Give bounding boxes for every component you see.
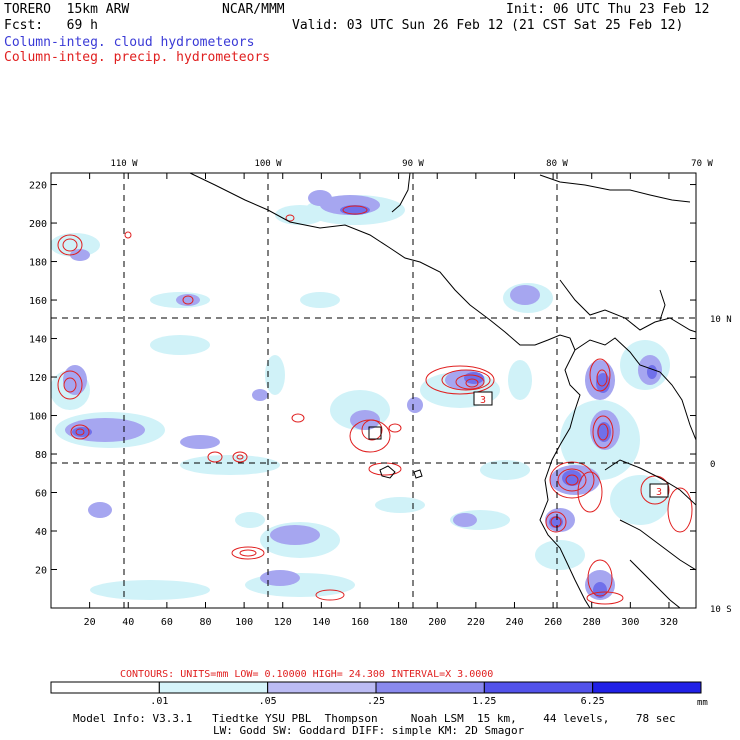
colorbar-label: .25 — [367, 696, 385, 707]
y-tick-label: 200 — [29, 219, 47, 230]
x-tick-label: 160 — [351, 617, 369, 628]
x-tick-label: 40 — [122, 617, 134, 628]
max-value-label: 3 — [480, 395, 486, 406]
x-tick-label: 180 — [390, 617, 408, 628]
x-tick-label: 300 — [621, 617, 639, 628]
lat-lon-grid — [51, 173, 696, 608]
y-tick-label: 120 — [29, 373, 47, 384]
y-tick-label: 100 — [29, 412, 47, 423]
lat-label: 10 S — [710, 605, 732, 615]
x-tick-label: 220 — [467, 617, 485, 628]
x-axis-ticks: 20 40 60 80 100 120 140 160 180 200 220 240 260 280 30… — [84, 173, 678, 628]
x-tick-label: 140 — [312, 617, 330, 628]
lon-label: 100 W — [254, 159, 282, 169]
x-tick-label: 120 — [274, 617, 292, 628]
init-time: Init: 06 UTC Thu 23 Feb 12 — [506, 2, 710, 17]
lon-label: 110 W — [110, 159, 138, 169]
x-tick-label: 240 — [505, 617, 523, 628]
colorbar: .01 .05 .25 1.25 6.25 — [50, 681, 702, 707]
cloud-field-label: Column-integ. cloud hydrometeors — [4, 35, 255, 50]
max-value-label: 3 — [656, 487, 662, 498]
lon-label: 70 W — [691, 159, 713, 169]
colorbar-label: 6.25 — [581, 696, 605, 707]
colorbar-unit: mm — [697, 698, 708, 708]
y-tick-label: 220 — [29, 181, 47, 192]
lat-label: 10 N — [710, 315, 732, 325]
cloud-shading — [51, 190, 670, 600]
model-physics: LW: Godd SW: Goddard DIFF: simple KM: 2D… — [213, 724, 525, 737]
colorbar-swatch — [50, 681, 160, 694]
x-tick-label: 20 — [84, 617, 96, 628]
x-tick-label: 320 — [660, 617, 678, 628]
colorbar-label: 1.25 — [472, 696, 496, 707]
x-tick-label: 60 — [161, 617, 173, 628]
valid-time: Valid: 03 UTC Sun 26 Feb 12 (21 CST Sat … — [292, 18, 684, 33]
center-label: NCAR/MMM — [222, 2, 285, 17]
y-tick-label: 40 — [35, 527, 47, 538]
map-frame — [50, 172, 697, 609]
coastlines — [189, 173, 696, 608]
colorbar-swatch — [267, 681, 377, 694]
model-title: TORERO 15km ARW — [4, 2, 130, 17]
y-tick-label: 80 — [35, 450, 47, 461]
x-tick-label: 80 — [199, 617, 211, 628]
y-tick-label: 180 — [29, 258, 47, 269]
x-tick-label: 260 — [544, 617, 562, 628]
precip-contours — [57, 205, 693, 605]
y-tick-label: 20 — [35, 566, 47, 577]
colorbar-swatch — [592, 681, 702, 694]
colorbar-label: .05 — [259, 696, 277, 707]
colorbar-label: .01 — [150, 696, 168, 707]
max-value-markers: 3 3 — [368, 391, 669, 498]
lon-label: 80 W — [546, 159, 568, 169]
x-tick-label: 280 — [583, 617, 601, 628]
colorbar-swatch — [483, 681, 594, 694]
y-axis-ticks: 220 200 180 160 140 120 100 80 60 40 20 — [29, 181, 696, 577]
lat-label: 0 — [710, 460, 715, 470]
colorbar-swatch — [375, 681, 485, 694]
x-tick-label: 200 — [428, 617, 446, 628]
lon-label: 90 W — [402, 159, 424, 169]
lat-labels: 10 N 0 10 S — [710, 315, 732, 615]
contour-info: CONTOURS: UNITS=mm LOW= 0.10000 HIGH= 24… — [120, 669, 493, 680]
x-tick-label: 100 — [235, 617, 253, 628]
precip-field-label: Column-integ. precip. hydrometeors — [4, 50, 271, 65]
lon-labels: 110 W 100 W 90 W 80 W 70 W — [110, 159, 713, 169]
colorbar-swatch — [158, 681, 269, 694]
model-info: Model Info: V3.3.1 Tiedtke YSU PBL Thomp… — [73, 712, 676, 725]
y-tick-label: 140 — [29, 335, 47, 346]
y-tick-label: 160 — [29, 296, 47, 307]
forecast-hour: Fcst: 69 h — [4, 18, 98, 33]
y-tick-label: 60 — [35, 489, 47, 500]
